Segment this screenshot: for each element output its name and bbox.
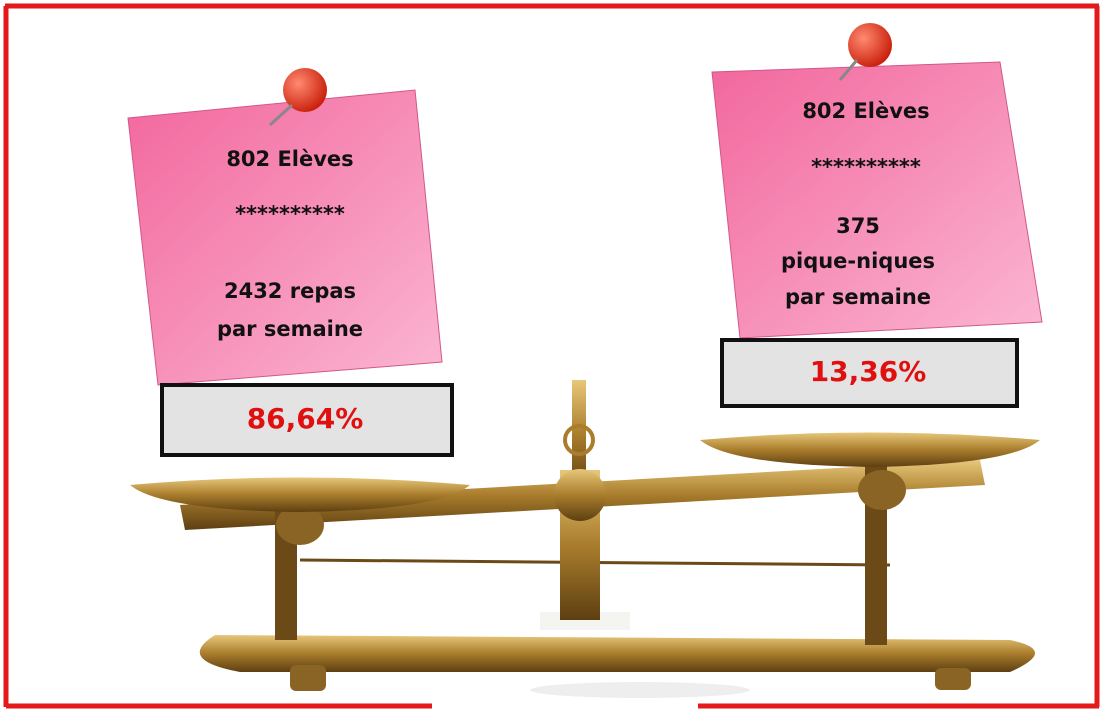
note-line: par semaine bbox=[217, 317, 363, 341]
percentage: 86,64% bbox=[247, 402, 364, 435]
percentage: 13,36% bbox=[810, 355, 927, 388]
note-line: ********** bbox=[235, 202, 345, 226]
note-line: 2432 repas bbox=[224, 279, 356, 303]
note-line: 802 Elèves bbox=[226, 147, 353, 171]
note-line: ********** bbox=[811, 155, 921, 179]
note-line: 375 bbox=[836, 214, 880, 238]
right-note: 802 Elèves ********** 375 pique-niques p… bbox=[712, 23, 1042, 406]
note-line: par semaine bbox=[785, 285, 931, 309]
pin bbox=[848, 23, 892, 67]
left-note: 802 Elèves ********** 2432 repas par sem… bbox=[128, 68, 452, 455]
slide: 802 Elèves ********** 2432 repas par sem… bbox=[0, 0, 1103, 712]
note-line: pique-niques bbox=[781, 249, 935, 273]
page: {"left_note": {"lines": ["802 Elèves", "… bbox=[0, 0, 1103, 712]
note-line: 802 Elèves bbox=[802, 99, 929, 123]
